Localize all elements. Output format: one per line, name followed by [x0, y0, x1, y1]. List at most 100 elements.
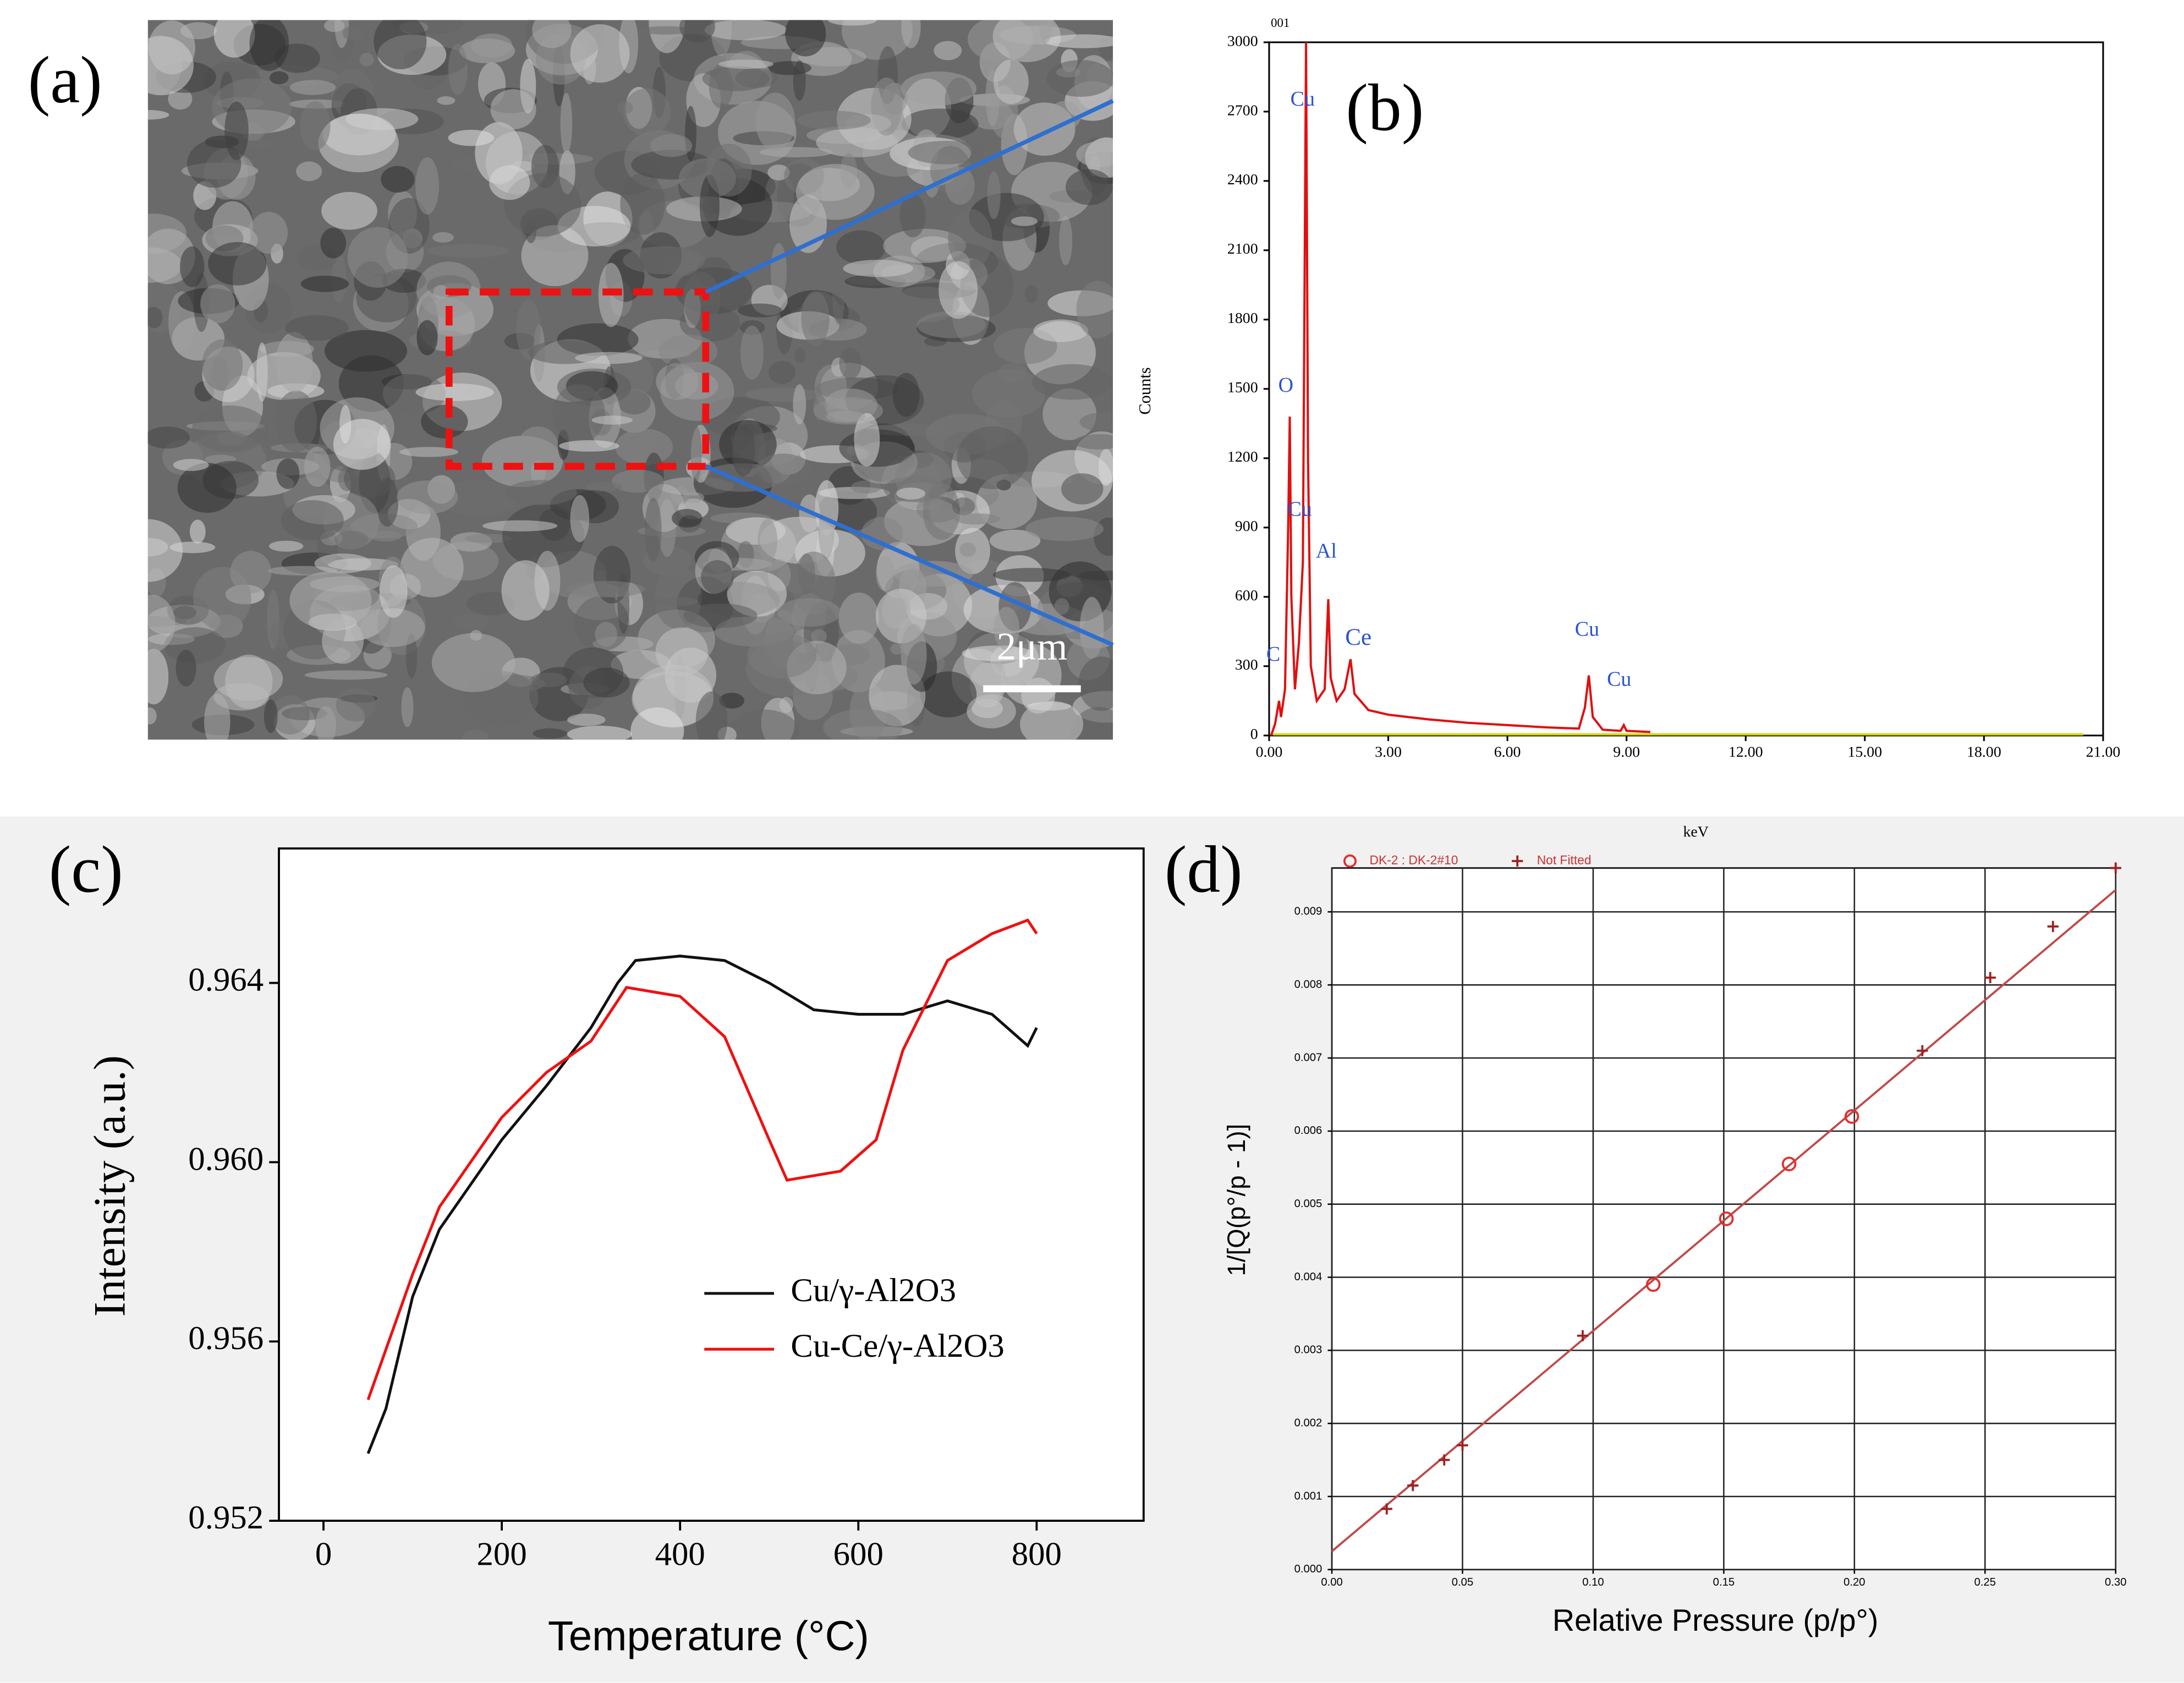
particle	[793, 384, 806, 425]
peak-label: Ce	[1345, 624, 1371, 650]
particle	[169, 541, 216, 553]
particle	[875, 556, 895, 591]
particle	[993, 59, 1029, 105]
particle	[769, 360, 795, 384]
particle	[415, 157, 440, 215]
particle	[709, 64, 733, 109]
particle	[432, 232, 454, 243]
particle	[998, 363, 1028, 383]
particle	[431, 633, 515, 692]
x-axis-label: Temperature (°C)	[548, 1613, 869, 1660]
particle	[281, 500, 344, 541]
y-tick-label: 0.009	[1294, 906, 1323, 918]
particle	[427, 244, 510, 258]
particle	[1033, 319, 1089, 342]
particle	[843, 260, 913, 277]
x-tick-label: 3.00	[1375, 744, 1402, 761]
particle	[322, 113, 396, 156]
particle	[532, 20, 572, 48]
particle	[284, 315, 349, 341]
particle	[826, 410, 866, 423]
particle	[882, 591, 911, 629]
particle	[558, 440, 619, 452]
particle	[347, 227, 408, 288]
particle	[276, 332, 313, 393]
particle	[1073, 434, 1113, 450]
legend-swatch	[1343, 854, 1357, 868]
x-tick-label: 0.20	[1843, 1576, 1865, 1588]
particle	[530, 672, 567, 688]
particle	[794, 347, 806, 363]
particle	[471, 33, 513, 58]
panel-label: (c)	[49, 833, 123, 907]
y-tick-label: 0.008	[1294, 979, 1323, 991]
particle	[374, 20, 427, 69]
particle	[818, 506, 835, 560]
particle	[321, 191, 377, 230]
y-axis-label: Intensity (a.u.)	[85, 1055, 134, 1317]
x-axis-label: keV	[1683, 824, 1708, 841]
peak-label: Cu	[1575, 617, 1599, 640]
particle	[611, 469, 664, 493]
particle	[506, 480, 577, 506]
particle	[785, 20, 826, 57]
particle	[770, 243, 787, 299]
particle	[336, 688, 376, 722]
particle	[836, 230, 886, 265]
particle	[962, 645, 1033, 661]
particle	[1025, 517, 1104, 541]
particle	[939, 261, 978, 319]
particle	[191, 405, 268, 453]
x-tick-label: 6.00	[1494, 744, 1521, 761]
particle	[175, 649, 196, 687]
particle	[683, 603, 758, 628]
particle	[296, 161, 322, 182]
particle	[1025, 284, 1038, 304]
particle	[917, 311, 986, 338]
particle	[490, 89, 536, 129]
y-tick-label: 0.952	[188, 1499, 264, 1536]
particle	[901, 623, 927, 685]
particle	[883, 228, 967, 263]
particle	[405, 633, 418, 679]
particle	[400, 538, 464, 597]
particle	[269, 71, 289, 85]
particle	[695, 691, 728, 740]
x-tick-label: 800	[1012, 1536, 1062, 1572]
legend-label: DK-2 : DK-2#10	[1369, 853, 1458, 867]
particle	[249, 20, 289, 72]
particle	[454, 614, 490, 631]
y-tick-label: 1800	[1227, 310, 1258, 327]
peak-label: Cu	[1288, 497, 1312, 520]
particle	[342, 25, 363, 41]
particle	[795, 164, 875, 220]
particle	[1065, 169, 1113, 205]
y-tick-label: 0.006	[1294, 1125, 1323, 1137]
particle	[213, 683, 269, 711]
particle	[1061, 473, 1104, 505]
particle	[959, 542, 976, 557]
x-tick-label: 12.00	[1728, 744, 1763, 761]
particle	[289, 80, 336, 95]
panel-label: (a)	[28, 43, 102, 117]
x-tick-label: 9.00	[1613, 744, 1640, 761]
particle	[465, 534, 512, 543]
particle	[952, 497, 975, 516]
particle	[173, 606, 197, 620]
particle	[314, 553, 371, 573]
particle	[489, 165, 530, 200]
particle	[360, 608, 425, 647]
particle	[1020, 701, 1084, 740]
particle	[552, 384, 605, 444]
point	[1719, 1211, 1734, 1226]
particle	[397, 480, 458, 514]
y-tick-label: 2700	[1227, 102, 1258, 119]
y-tick-label: 0.005	[1294, 1198, 1323, 1210]
x-tick-label: 0.10	[1582, 1576, 1604, 1588]
particle	[841, 20, 913, 60]
y-tick-label: 2100	[1227, 240, 1258, 257]
x-tick-label: 200	[476, 1536, 526, 1572]
particle	[934, 41, 962, 61]
particle	[957, 426, 1029, 490]
x-tick-label: 21.00	[2086, 744, 2121, 761]
